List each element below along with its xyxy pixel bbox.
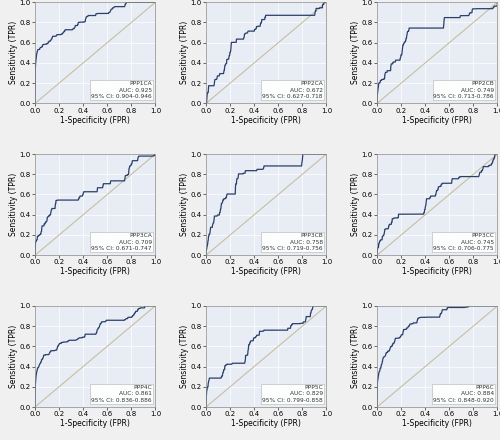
Text: PPP2CA
AUC: 0.672
95% CI: 0.627-0.718: PPP2CA AUC: 0.672 95% CI: 0.627-0.718	[262, 81, 323, 99]
Y-axis label: Sensitivity (TPR): Sensitivity (TPR)	[350, 173, 360, 236]
X-axis label: 1-Specificity (FPR): 1-Specificity (FPR)	[60, 116, 130, 125]
Y-axis label: Sensitivity (TPR): Sensitivity (TPR)	[350, 325, 360, 388]
Y-axis label: Sensitivity (TPR): Sensitivity (TPR)	[8, 325, 18, 388]
Text: PPP3CC
AUC: 0.745
95% CI: 0.706-0.775: PPP3CC AUC: 0.745 95% CI: 0.706-0.775	[434, 233, 494, 251]
Text: PPP1CA
AUC: 0.925
95% CI: 0.904-0.946: PPP1CA AUC: 0.925 95% CI: 0.904-0.946	[91, 81, 152, 99]
Text: PPP5C
AUC: 0.829
95% CI: 0.799-0.858: PPP5C AUC: 0.829 95% CI: 0.799-0.858	[262, 385, 323, 403]
X-axis label: 1-Specificity (FPR): 1-Specificity (FPR)	[232, 116, 301, 125]
Y-axis label: Sensitivity (TPR): Sensitivity (TPR)	[180, 21, 188, 84]
X-axis label: 1-Specificity (FPR): 1-Specificity (FPR)	[60, 268, 130, 276]
Text: PPP6C
AUC: 0.884
95% CI: 0.848-0.920: PPP6C AUC: 0.884 95% CI: 0.848-0.920	[433, 385, 494, 403]
Text: PPP2CB
AUC: 0.749
95% CI: 0.713-0.786: PPP2CB AUC: 0.749 95% CI: 0.713-0.786	[434, 81, 494, 99]
Text: PPP4C
AUC: 0.861
95% CI: 0.836-0.886: PPP4C AUC: 0.861 95% CI: 0.836-0.886	[92, 385, 152, 403]
Y-axis label: Sensitivity (TPR): Sensitivity (TPR)	[350, 21, 360, 84]
Y-axis label: Sensitivity (TPR): Sensitivity (TPR)	[8, 21, 18, 84]
X-axis label: 1-Specificity (FPR): 1-Specificity (FPR)	[402, 419, 472, 428]
X-axis label: 1-Specificity (FPR): 1-Specificity (FPR)	[402, 116, 472, 125]
Text: PPP3CA
AUC: 0.709
95% CI: 0.671-0.747: PPP3CA AUC: 0.709 95% CI: 0.671-0.747	[92, 233, 152, 251]
Text: PPP3CB
AUC: 0.758
95% CI: 0.719-0.756: PPP3CB AUC: 0.758 95% CI: 0.719-0.756	[262, 233, 323, 251]
X-axis label: 1-Specificity (FPR): 1-Specificity (FPR)	[232, 268, 301, 276]
Y-axis label: Sensitivity (TPR): Sensitivity (TPR)	[180, 173, 188, 236]
X-axis label: 1-Specificity (FPR): 1-Specificity (FPR)	[60, 419, 130, 428]
Y-axis label: Sensitivity (TPR): Sensitivity (TPR)	[180, 325, 188, 388]
X-axis label: 1-Specificity (FPR): 1-Specificity (FPR)	[232, 419, 301, 428]
Y-axis label: Sensitivity (TPR): Sensitivity (TPR)	[8, 173, 18, 236]
X-axis label: 1-Specificity (FPR): 1-Specificity (FPR)	[402, 268, 472, 276]
